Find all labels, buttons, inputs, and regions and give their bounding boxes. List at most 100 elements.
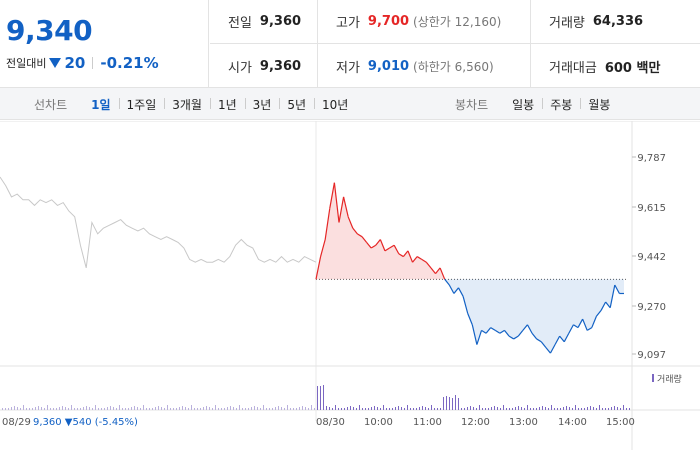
y-axis: 9,787 9,615 9,442 9,270 9,097 bbox=[637, 153, 666, 361]
volume-bar bbox=[77, 408, 78, 410]
volume-bar bbox=[110, 406, 111, 410]
volume-bar bbox=[218, 408, 219, 410]
volume-bar bbox=[317, 386, 318, 410]
tab-1week[interactable]: 1주일 bbox=[118, 96, 165, 113]
volume-bar bbox=[614, 406, 615, 410]
volume-bar bbox=[281, 407, 282, 410]
volume-bar bbox=[155, 407, 156, 410]
volume-bar bbox=[266, 408, 267, 410]
volume-bar bbox=[311, 405, 312, 410]
volume-bar bbox=[374, 406, 375, 410]
volume-bar bbox=[572, 408, 573, 410]
volume-bars bbox=[2, 385, 630, 410]
today-up-segment bbox=[338, 196, 345, 223]
volume-bar bbox=[533, 408, 534, 410]
volume-bar bbox=[236, 408, 237, 410]
today-up-segment bbox=[398, 253, 404, 258]
today-down-segment bbox=[563, 332, 570, 343]
tab-monthly-candle[interactable]: 월봉 bbox=[580, 96, 618, 113]
today-up-segment bbox=[375, 239, 381, 246]
tab-1day[interactable]: 1일 bbox=[91, 97, 111, 112]
volume-bar bbox=[230, 406, 231, 410]
volume-bar bbox=[224, 408, 225, 410]
volume-bar bbox=[428, 408, 429, 410]
volume-bar bbox=[593, 407, 594, 410]
volume-legend-label: 거래량 bbox=[657, 373, 682, 385]
x-tick-label: 13:00 bbox=[509, 417, 538, 428]
volume-bar bbox=[608, 408, 609, 410]
prev-day-line bbox=[0, 176, 317, 269]
volume-bar bbox=[179, 407, 180, 410]
volume-bar bbox=[5, 408, 6, 410]
today-up-segment bbox=[393, 244, 400, 255]
volume-bar bbox=[323, 385, 324, 410]
chart-svg: 9,787 9,615 9,442 9,270 9,097 거래량 08/29 … bbox=[0, 120, 700, 450]
volume-bar bbox=[359, 405, 360, 410]
volume-bar bbox=[263, 405, 264, 410]
today-up-segment bbox=[416, 256, 423, 260]
volume-bar bbox=[467, 407, 468, 410]
volume-bar bbox=[629, 408, 630, 410]
tab-10year[interactable]: 10년 bbox=[314, 96, 356, 113]
volume-bar bbox=[80, 408, 81, 410]
volume-bar bbox=[62, 406, 63, 410]
lower-limit: (하한가 6,560) bbox=[413, 59, 494, 74]
stat-value: 64,336 bbox=[592, 14, 644, 29]
tab-5year[interactable]: 5년 bbox=[279, 96, 314, 113]
tab-3year[interactable]: 3년 bbox=[244, 96, 280, 113]
x-tick-label: 11:00 bbox=[413, 417, 442, 428]
stat-label: 저가 bbox=[336, 60, 360, 76]
tab-weekly-candle[interactable]: 주봉 bbox=[542, 96, 580, 113]
today-down-segment bbox=[448, 284, 455, 294]
volume-bar bbox=[131, 407, 132, 410]
today-up-segment bbox=[425, 261, 432, 269]
tab-3month[interactable]: 3개월 bbox=[164, 96, 210, 113]
volume-bar bbox=[254, 406, 255, 410]
tab-1year[interactable]: 1년 bbox=[209, 96, 245, 113]
current-price: 9,340 bbox=[6, 14, 93, 47]
stat-value: 9,700 bbox=[367, 14, 410, 29]
volume-bar bbox=[11, 407, 12, 410]
volume-bar bbox=[368, 408, 369, 410]
y-tick-label: 9,270 bbox=[637, 302, 666, 313]
stat-label: 시가 bbox=[228, 60, 252, 76]
stat-label: 고가 bbox=[336, 16, 360, 31]
stat-label: 거래대금 bbox=[549, 60, 597, 76]
today-down-segment bbox=[522, 324, 528, 331]
volume-bar bbox=[578, 408, 579, 410]
change-value: 20 bbox=[64, 54, 86, 72]
today-down-segment bbox=[536, 338, 542, 343]
volume-bar bbox=[56, 408, 57, 410]
volume-bar bbox=[476, 408, 477, 410]
volume-bar bbox=[371, 407, 372, 410]
today-up-segment bbox=[370, 244, 377, 249]
today-up-segment bbox=[407, 250, 414, 263]
volume-bar bbox=[239, 405, 240, 410]
today-up-segment bbox=[352, 227, 358, 235]
volume-bar bbox=[98, 408, 99, 410]
tab-daily-candle[interactable]: 일봉 bbox=[512, 97, 535, 112]
prev-day-info: 9,360 ▼540 (-5.45%) bbox=[33, 417, 138, 428]
volume-bar bbox=[437, 408, 438, 410]
price-chart: 9,787 9,615 9,442 9,270 9,097 거래량 08/29 … bbox=[0, 120, 700, 450]
today-down-segment bbox=[467, 313, 473, 325]
volume-bar bbox=[512, 408, 513, 410]
today-down-segment bbox=[485, 327, 492, 334]
volume-bar bbox=[185, 407, 186, 410]
volume-bar bbox=[146, 408, 147, 410]
volume-bar bbox=[521, 407, 522, 410]
volume-bar bbox=[548, 408, 549, 410]
volume-bar bbox=[587, 407, 588, 410]
y-tick-label: 9,615 bbox=[637, 203, 666, 214]
volume-bar bbox=[626, 408, 627, 410]
volume-bar bbox=[278, 406, 279, 410]
volume-bar bbox=[479, 405, 480, 410]
volume-bar bbox=[392, 408, 393, 410]
volume-bar bbox=[248, 408, 249, 410]
chart-period-tabs: 선차트 1일 1주일 3개월 1년 3년 5년 10년 봉차트 일봉 주봉 월봉 bbox=[0, 88, 700, 120]
volume-bar bbox=[506, 408, 507, 410]
volume-bar bbox=[32, 408, 33, 410]
volume-bar bbox=[2, 408, 3, 410]
volume-bar bbox=[452, 398, 453, 410]
stat-prev-close: 전일 9,360 bbox=[210, 0, 318, 44]
